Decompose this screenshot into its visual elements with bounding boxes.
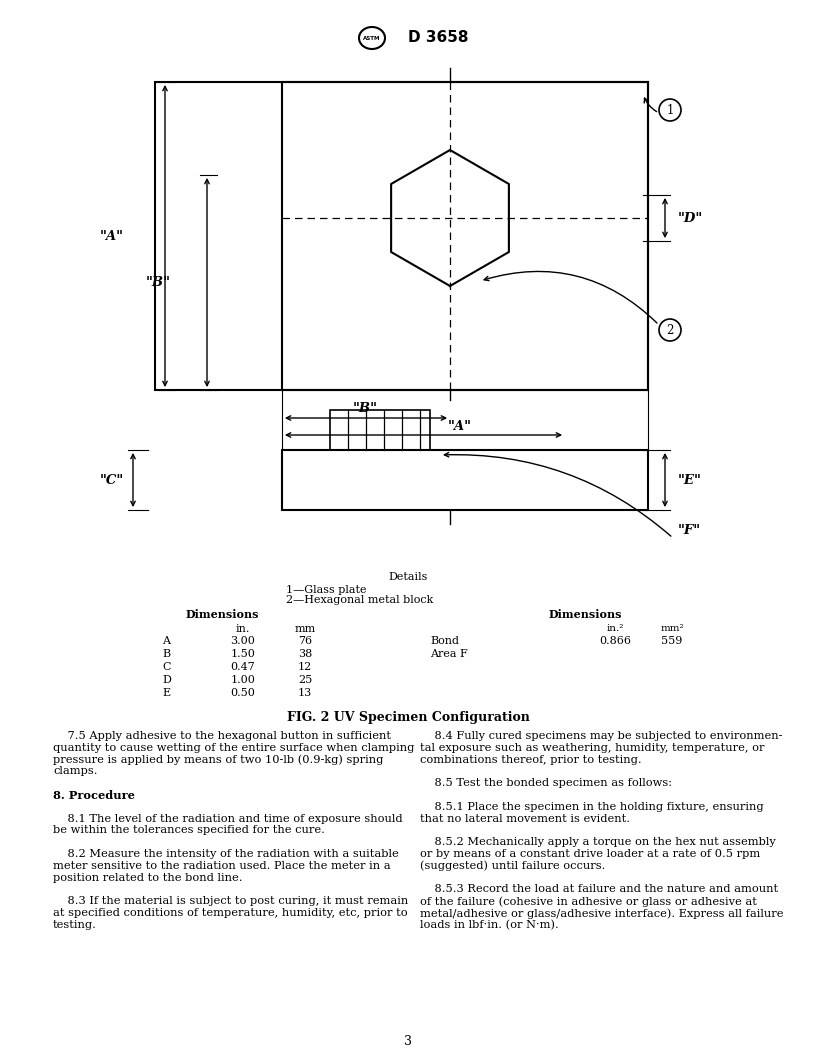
Text: 8.5.3 Record the load at failure and the nature and amount: 8.5.3 Record the load at failure and the… [420,884,778,894]
Text: 1: 1 [667,103,674,116]
Text: in.: in. [236,624,251,634]
Bar [155,82,648,390]
Text: A: A [162,636,170,646]
Text: E: E [162,689,170,698]
Text: 8.4 Fully cured specimens may be subjected to environmen-: 8.4 Fully cured specimens may be subject… [420,731,783,741]
Text: in.²: in.² [606,624,623,633]
Text: 8.5.1 Place the specimen in the holding fixture, ensuring: 8.5.1 Place the specimen in the holding … [420,802,764,812]
Text: 3.00: 3.00 [231,636,255,646]
Text: "C": "C" [100,473,124,487]
Text: 1—Glass plate: 1—Glass plate [286,585,366,595]
Text: 8. Procedure: 8. Procedure [53,790,135,802]
Text: "D": "D" [678,211,703,225]
Bar [282,82,648,390]
Text: metal/adhesive or glass/adhesive interface). Express all failure: metal/adhesive or glass/adhesive interfa… [420,908,783,919]
Text: D: D [162,675,171,685]
Text: 13: 13 [298,689,313,698]
Text: C: C [162,662,171,672]
Text: meter sensitive to the radiation used. Place the meter in a: meter sensitive to the radiation used. P… [53,861,391,871]
Text: 25: 25 [298,675,313,685]
Text: or by means of a constant drive loader at a rate of 0.5 rpm: or by means of a constant drive loader a… [420,849,761,859]
Text: at specified conditions of temperature, humidity, etc, prior to: at specified conditions of temperature, … [53,908,408,918]
Text: be within the tolerances specified for the cure.: be within the tolerances specified for t… [53,826,325,835]
Text: 8.5 Test the bonded specimen as follows:: 8.5 Test the bonded specimen as follows: [420,778,672,788]
Text: clamps.: clamps. [53,767,97,776]
Text: tal exposure such as weathering, humidity, temperature, or: tal exposure such as weathering, humidit… [420,742,765,753]
Text: that no lateral movement is evident.: that no lateral movement is evident. [420,813,630,824]
Text: of the failure (cohesive in adhesive or glass or adhesive at: of the failure (cohesive in adhesive or … [420,897,757,907]
Text: D 3658: D 3658 [408,31,468,45]
Bar [282,450,648,510]
Text: mm: mm [295,624,316,634]
Text: 38: 38 [298,649,313,659]
Text: Bond: Bond [430,636,459,646]
Text: Details: Details [388,572,428,582]
Text: testing.: testing. [53,920,97,929]
Text: 8.3 If the material is subject to post curing, it must remain: 8.3 If the material is subject to post c… [53,897,408,906]
Text: mm²: mm² [660,624,684,633]
Text: Area F: Area F [430,649,468,659]
Text: "B": "B" [145,277,171,289]
Text: 1.00: 1.00 [231,675,255,685]
Text: 2—Hexagonal metal block: 2—Hexagonal metal block [286,595,433,605]
Text: loads in lbf·in. (or N·m).: loads in lbf·in. (or N·m). [420,920,559,930]
Text: 0.866: 0.866 [599,636,631,646]
Text: Dimensions: Dimensions [548,609,622,620]
Text: Dimensions: Dimensions [185,609,259,620]
Text: 8.1 The level of the radiation and time of exposure should: 8.1 The level of the radiation and time … [53,813,402,824]
Text: 76: 76 [298,636,312,646]
Text: 559: 559 [661,636,683,646]
Text: (suggested) until failure occurs.: (suggested) until failure occurs. [420,861,605,871]
Text: "B": "B" [353,401,378,415]
Text: "F": "F" [678,524,701,536]
Text: "E": "E" [678,473,702,487]
Text: 12: 12 [298,662,313,672]
Text: 3: 3 [404,1035,412,1048]
Text: 0.50: 0.50 [231,689,255,698]
Text: "A": "A" [448,419,472,433]
Text: 0.47: 0.47 [231,662,255,672]
Text: combinations thereof, prior to testing.: combinations thereof, prior to testing. [420,755,641,765]
Text: position related to the bond line.: position related to the bond line. [53,872,242,883]
Text: 8.2 Measure the intensity of the radiation with a suitable: 8.2 Measure the intensity of the radiati… [53,849,399,859]
Text: pressure is applied by means of two 10-lb (0.9-kg) spring: pressure is applied by means of two 10-l… [53,755,384,766]
Text: 8.5.2 Mechanically apply a torque on the hex nut assembly: 8.5.2 Mechanically apply a torque on the… [420,837,776,847]
Bar [330,410,430,450]
Text: quantity to cause wetting of the entire surface when clamping: quantity to cause wetting of the entire … [53,742,415,753]
Text: FIG. 2 UV Specimen Configuration: FIG. 2 UV Specimen Configuration [286,711,530,724]
Text: ASTM: ASTM [363,36,381,40]
Text: 7.5 Apply adhesive to the hexagonal button in sufficient: 7.5 Apply adhesive to the hexagonal butt… [53,731,391,741]
Text: 2: 2 [667,323,674,337]
Text: 1.50: 1.50 [231,649,255,659]
Text: B: B [162,649,170,659]
Text: "A": "A" [100,229,124,243]
